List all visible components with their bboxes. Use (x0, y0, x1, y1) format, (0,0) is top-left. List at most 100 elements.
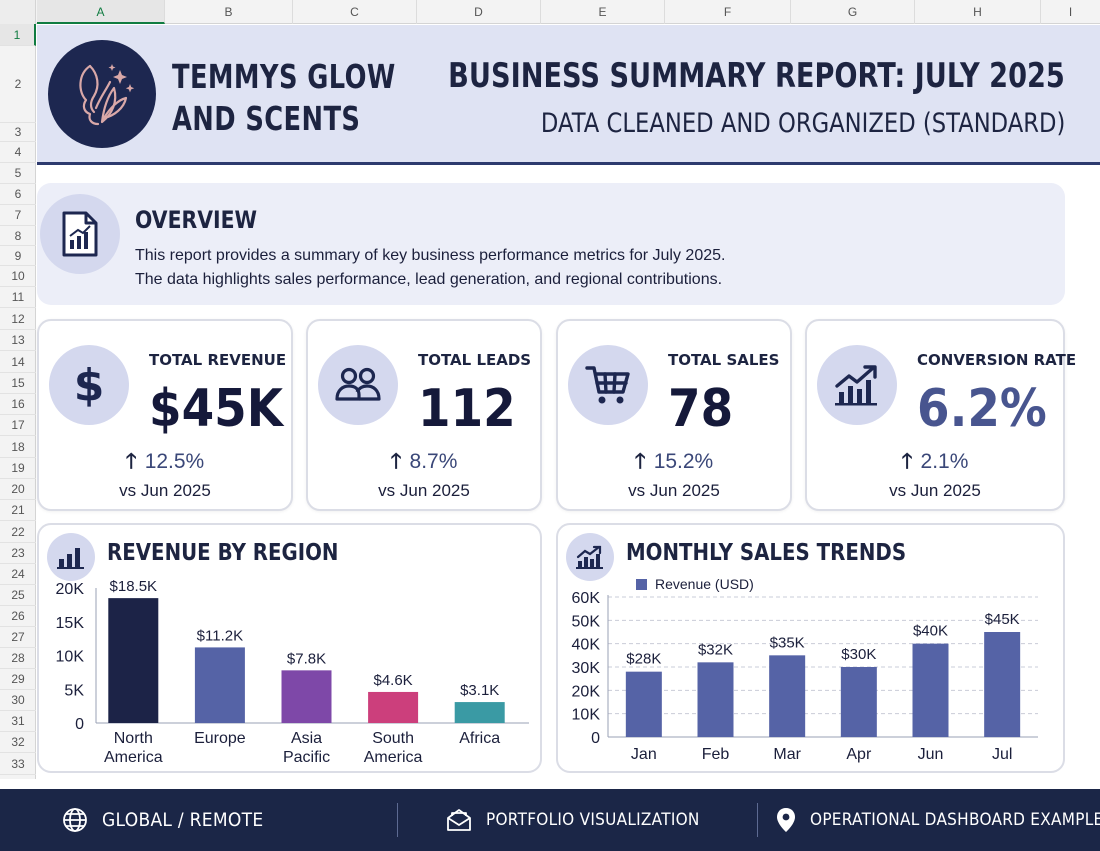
footer-portfolio-label: PORTFOLIO VISUALIZATION (486, 810, 700, 830)
row-header-27[interactable]: 27 (0, 627, 36, 648)
column-header-g[interactable]: G (791, 0, 915, 24)
kpi-label: TOTAL LEADS (418, 351, 532, 369)
row-header-22[interactable]: 22 (0, 521, 36, 543)
row-header-23[interactable]: 23 (0, 543, 36, 564)
data-label: $32K (698, 641, 733, 658)
bar-1 (194, 647, 245, 723)
y-tick-label: 30K (572, 660, 601, 677)
bar-chart-icon (57, 548, 84, 569)
y-tick-label: 40K (572, 637, 601, 654)
kpi-value: 112 (418, 379, 516, 439)
row-header-12[interactable]: 12 (0, 308, 36, 330)
kpi-icon-badge (318, 345, 398, 425)
y-tick-label: 0 (75, 716, 84, 733)
kpi-value: 78 (668, 379, 734, 439)
row-header-8[interactable]: 8 (0, 226, 36, 246)
face-leaf-logo-icon (79, 64, 135, 126)
row-header-21[interactable]: 21 (0, 500, 36, 521)
bar-0 (108, 598, 159, 723)
row-header-2[interactable]: 2 (0, 46, 36, 123)
data-label: $30K (841, 646, 876, 663)
column-header-i[interactable]: I (1068, 5, 1073, 19)
row-header-20[interactable]: 20 (0, 479, 36, 500)
data-label: $28K (626, 651, 661, 668)
data-label: $40K (913, 623, 948, 640)
row-header-29[interactable]: 29 (0, 669, 36, 690)
kpi-card-total-leads: TOTAL LEADS 112 🡑 8.7% vs Jun 2025 (306, 319, 542, 511)
column-header-d[interactable]: D (417, 0, 541, 24)
svg-text:$: $ (74, 360, 105, 410)
y-tick-label: 20K (56, 581, 85, 598)
column-header-f[interactable]: F (665, 0, 791, 24)
row-header-18[interactable]: 18 (0, 436, 36, 458)
panel-icon-badge (566, 533, 614, 581)
x-tick-label: Mar (773, 746, 801, 763)
bar-4 (912, 643, 949, 737)
kpi-label: CONVERSION RATE (917, 351, 1077, 369)
row-header-5[interactable]: 5 (0, 163, 36, 184)
y-tick-label: 50K (572, 613, 601, 630)
footer-bar: GLOBAL / REMOTE PORTFOLIO VISUALIZATION … (0, 789, 1100, 851)
row-header-13[interactable]: 13 (0, 330, 36, 351)
kpi-change: 🡑 2.1% (807, 447, 1063, 482)
y-tick-label: 60K (572, 590, 601, 607)
row-header-14[interactable]: 14 (0, 351, 36, 373)
kpi-label: TOTAL SALES (668, 351, 780, 369)
kpi-change: 🡑 15.2% (558, 447, 790, 482)
row-header-31[interactable]: 31 (0, 711, 36, 732)
location-pin-icon (777, 808, 795, 832)
row-header-16[interactable]: 16 (0, 394, 36, 415)
row-header-17[interactable]: 17 (0, 415, 36, 436)
y-tick-label: 20K (572, 683, 601, 700)
bar-4 (454, 702, 505, 723)
row-header-33[interactable]: 33 (0, 753, 36, 775)
row-header-25[interactable]: 25 (0, 585, 36, 606)
x-tick-label: Europe (194, 730, 246, 747)
column-header-c[interactable]: C (293, 0, 417, 24)
arrow-up-icon: 🡑 (125, 450, 137, 473)
column-header-h[interactable]: H (915, 0, 1041, 24)
row-header-15[interactable]: 15 (0, 373, 36, 394)
row-header-26[interactable]: 26 (0, 606, 36, 627)
trend-chart-icon (576, 545, 603, 569)
select-all-corner[interactable] (0, 0, 36, 24)
kpi-change: 🡑 8.7% (308, 447, 540, 482)
x-tick-label: Apr (846, 746, 872, 763)
revenue-by-region-panel: REVENUE BY REGION 0 5K 10K 15K 20K $18.5K Nort… (37, 523, 542, 773)
y-tick-label: 10K (56, 649, 85, 666)
monthly-sales-trends-panel: MONTHLY SALES TRENDS Revenue (USD) 0 10K 20… (556, 523, 1065, 773)
row-header-6[interactable]: 6 (0, 184, 36, 205)
row-header-19[interactable]: 19 (0, 458, 36, 479)
kpi-icon-badge: $ (49, 345, 129, 425)
x-tick-label: South (372, 730, 414, 747)
monthly-sales-trends-chart: Revenue (USD) 0 10K 20K 30K 40K 50K 60K $28K Jan $… (572, 576, 1038, 763)
column-header-e[interactable]: E (541, 0, 665, 24)
kpi-change: 🡑 12.5% (39, 447, 291, 482)
row-header-32[interactable]: 32 (0, 732, 36, 753)
trend-chart-icon (835, 365, 877, 406)
kpi-change-value: 15.2% (653, 450, 714, 473)
brand-name-line-2: AND SCENTS (172, 99, 361, 138)
bar-3 (368, 691, 419, 723)
row-header-4[interactable]: 4 (0, 142, 36, 163)
overview-icon-badge (40, 194, 120, 274)
x-tick-label: Jul (992, 746, 1012, 763)
row-header-7[interactable]: 7 (0, 205, 36, 226)
kpi-comparison: vs Jun 2025 (889, 481, 981, 500)
footer-location-label: GLOBAL / REMOTE (102, 809, 264, 831)
column-header-a[interactable]: A (37, 0, 165, 24)
envelope-icon (447, 809, 471, 831)
row-header-3[interactable]: 3 (0, 123, 36, 142)
row-header-24[interactable]: 24 (0, 564, 36, 585)
row-header-11[interactable]: 11 (0, 287, 36, 308)
row-header-30[interactable]: 30 (0, 690, 36, 711)
row-header-9[interactable]: 9 (0, 246, 36, 266)
arrow-up-icon: 🡑 (390, 450, 402, 473)
x-tick-label: America (104, 749, 163, 766)
users-icon (335, 367, 381, 401)
row-header-10[interactable]: 10 (0, 266, 36, 287)
bar-3 (840, 667, 877, 737)
column-header-b[interactable]: B (165, 0, 293, 24)
row-header-28[interactable]: 28 (0, 648, 36, 669)
row-header-1[interactable]: 1 (0, 24, 36, 46)
